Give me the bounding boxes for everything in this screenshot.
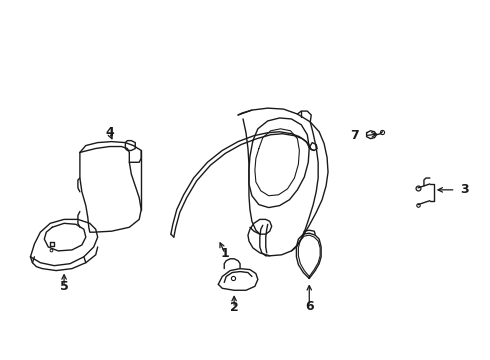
Text: 4: 4 bbox=[105, 126, 114, 139]
Text: 7: 7 bbox=[350, 129, 359, 142]
Text: 6: 6 bbox=[305, 300, 314, 312]
Text: 3: 3 bbox=[460, 183, 469, 196]
Text: 1: 1 bbox=[221, 247, 230, 260]
Text: 2: 2 bbox=[230, 301, 239, 315]
Text: 5: 5 bbox=[60, 280, 69, 293]
